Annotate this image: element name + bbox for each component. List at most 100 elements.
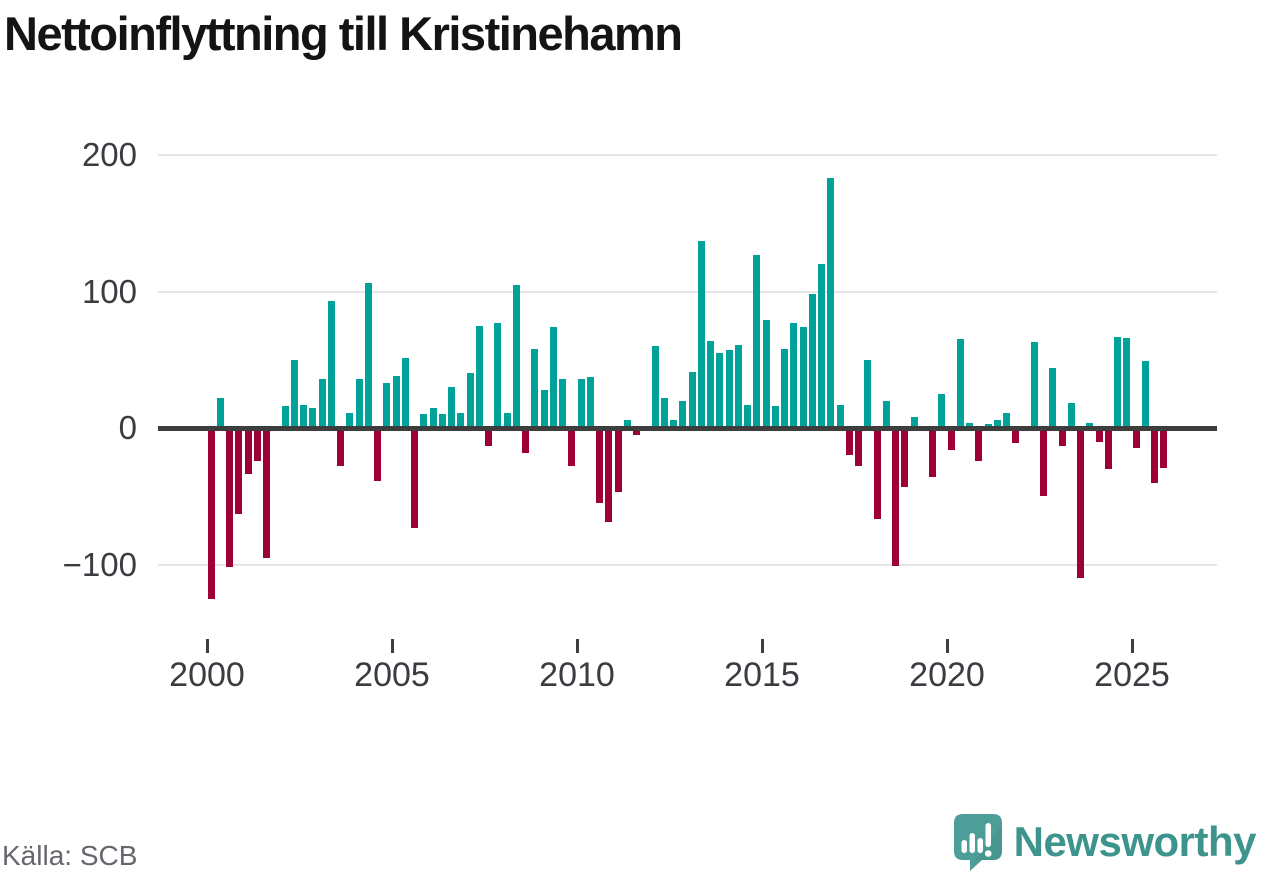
bar-2012-q1 xyxy=(651,346,659,428)
bar-2003-q1 xyxy=(318,378,326,428)
bar-2024-q1 xyxy=(1095,428,1103,442)
x-axis-tick-label-2025: 2025 xyxy=(1094,656,1170,694)
x-axis-tick-label-2005: 2005 xyxy=(354,656,430,694)
bar-2021-q1 xyxy=(984,423,992,428)
bar-2013-q2 xyxy=(697,240,705,428)
bar-2011-q1 xyxy=(614,428,622,493)
bar-2010-q2 xyxy=(586,377,594,428)
bar-2011-q2 xyxy=(623,419,631,428)
bar-2012-q3 xyxy=(670,419,677,428)
bar-2013-q3 xyxy=(707,340,714,428)
bar-2015-q3 xyxy=(781,348,788,428)
bar-2024-q3 xyxy=(1114,336,1121,428)
bar-2000-q2 xyxy=(216,397,224,428)
bar-2024-q4 xyxy=(1123,337,1131,428)
bar-2012-q2 xyxy=(660,397,668,428)
bar-2008-q1 xyxy=(503,412,511,428)
x-axis-tick-label-2020: 2020 xyxy=(909,656,985,694)
bar-2016-q1 xyxy=(799,326,807,428)
bar-2021-q2 xyxy=(993,419,1001,428)
bar-2017-q3 xyxy=(855,428,862,467)
bar-2012-q4 xyxy=(679,400,687,428)
bar-2020-q1 xyxy=(947,428,955,450)
bar-2019-q1 xyxy=(910,417,918,428)
bar-2008-q3 xyxy=(522,428,529,453)
bar-2016-q2 xyxy=(808,294,816,428)
plot-area xyxy=(158,145,1217,632)
bar-2007-q2 xyxy=(475,325,483,428)
bar-2021-q4 xyxy=(1012,428,1020,443)
x-axis-tick-label-2000: 2000 xyxy=(169,656,245,694)
bar-2000-q1 xyxy=(207,428,215,599)
bar-2007-q4 xyxy=(494,322,502,428)
bar-2020-q3 xyxy=(966,422,973,428)
bar-2006-q2 xyxy=(438,414,446,428)
bar-2002-q3 xyxy=(300,404,307,428)
bar-2023-q3 xyxy=(1077,428,1084,579)
bar-2009-q1 xyxy=(540,389,548,428)
bar-2017-q2 xyxy=(845,428,853,456)
bar-2001-q1 xyxy=(244,428,252,475)
bar-2016-q4 xyxy=(827,178,835,428)
bar-2005-q2 xyxy=(401,358,409,428)
bar-2022-q3 xyxy=(1040,428,1047,497)
bar-2010-q3 xyxy=(596,428,603,504)
bar-2014-q2 xyxy=(734,344,742,428)
bar-2019-q3 xyxy=(929,428,936,478)
bar-2009-q3 xyxy=(559,378,566,428)
bar-2001-q3 xyxy=(263,428,270,558)
y-axis-tick-label-0: 0 xyxy=(118,409,137,446)
bar-2006-q4 xyxy=(457,412,465,428)
x-axis-tick-2025 xyxy=(1130,639,1134,653)
bar-2003-q2 xyxy=(327,301,335,428)
bar-2023-q1 xyxy=(1058,428,1066,446)
grid-line-200 xyxy=(158,154,1217,156)
bar-2004-q4 xyxy=(383,382,391,428)
y-axis-tick-label-200: 200 xyxy=(81,136,137,173)
bar-2004-q1 xyxy=(355,378,363,428)
bar-2025-q1 xyxy=(1132,428,1140,449)
bar-2003-q4 xyxy=(346,412,354,428)
bar-2015-q4 xyxy=(790,322,798,428)
bar-2013-q4 xyxy=(716,352,724,428)
chart-title: Nettoinflyttning till Kristinehamn xyxy=(4,7,683,60)
bar-2025-q3 xyxy=(1151,428,1158,483)
bar-2015-q1 xyxy=(762,320,770,428)
bar-2017-q1 xyxy=(836,404,844,428)
newsworthy-logo-icon xyxy=(953,814,1002,871)
grid-line-100 xyxy=(158,290,1217,293)
grid-line--100 xyxy=(158,563,1217,566)
bar-2020-q4 xyxy=(975,428,983,461)
y-axis-tick-label--100: −100 xyxy=(62,545,137,583)
bar-2007-q1 xyxy=(466,373,474,428)
bar-2006-q3 xyxy=(448,387,455,428)
x-axis-tick-2005 xyxy=(390,639,394,653)
zero-axis-line xyxy=(158,426,1217,431)
bar-2014-q3 xyxy=(744,404,751,428)
bar-2010-q1 xyxy=(577,378,585,428)
bar-2005-q3 xyxy=(411,428,418,528)
bar-2018-q3 xyxy=(892,428,899,566)
bar-2000-q4 xyxy=(235,428,243,514)
newsworthy-wordmark: Newsworthy xyxy=(1013,818,1257,865)
bar-2014-q1 xyxy=(725,350,733,428)
x-axis-tick-2015 xyxy=(760,639,764,653)
bar-2008-q4 xyxy=(531,348,539,428)
bar-2002-q1 xyxy=(281,406,289,428)
x-axis-tick-2010 xyxy=(575,639,579,653)
bar-2002-q2 xyxy=(290,359,298,428)
bar-2018-q1 xyxy=(873,428,881,520)
bar-2007-q3 xyxy=(485,428,492,446)
bar-2016-q3 xyxy=(818,264,825,428)
y-axis-tick-label-100: 100 xyxy=(81,272,137,310)
bar-2011-q3 xyxy=(633,428,640,435)
bar-2009-q2 xyxy=(549,326,557,428)
bar-2008-q2 xyxy=(512,284,520,428)
bar-2013-q1 xyxy=(688,372,696,428)
source-label: Källa: SCB xyxy=(2,840,138,871)
bar-2022-q2 xyxy=(1030,342,1038,428)
newsworthy-brand: Newsworthy xyxy=(952,810,1257,874)
bar-2003-q3 xyxy=(337,428,344,467)
bar-2020-q2 xyxy=(956,339,964,428)
